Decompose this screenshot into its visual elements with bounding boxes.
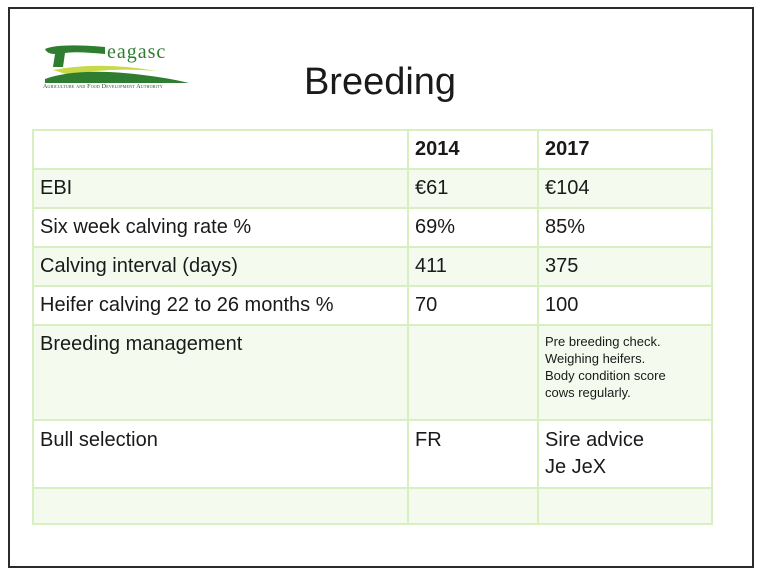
empty-cell (537, 487, 713, 525)
header-cell-2017: 2017 (537, 129, 713, 170)
header-cell-2014: 2014 (407, 129, 539, 170)
empty-cell (407, 487, 539, 525)
value-2017: Sire advice Je JeX (537, 419, 713, 489)
header-cell-blank (32, 129, 409, 170)
row-label: Heifer calving 22 to 26 months % (32, 285, 409, 326)
table-row-calving-rate: Six week calving rate % 69% 85% (32, 207, 713, 248)
table-row-bull-selection: Bull selection FR Sire advice Je JeX (32, 419, 713, 489)
value-2017: 100 (537, 285, 713, 326)
logo-wordmark: eagasc (107, 41, 167, 63)
table-row-heifer-calving: Heifer calving 22 to 26 months % 70 100 (32, 285, 713, 326)
bull-line: Sire advice (545, 429, 644, 451)
row-label: EBI (32, 168, 409, 209)
management-note: cows regularly. (545, 385, 631, 400)
table-row-empty (32, 487, 713, 525)
table-row-ebi: EBI €61 €104 (32, 168, 713, 209)
logo-tagline: Agriculture and Food Development Authori… (43, 84, 163, 90)
table-row-calving-interval: Calving interval (days) 411 375 (32, 246, 713, 287)
row-label: Six week calving rate % (32, 207, 409, 248)
value-2014: 69% (407, 207, 539, 248)
value-2017: €104 (537, 168, 713, 209)
empty-cell (32, 487, 409, 525)
value-2017: 85% (537, 207, 713, 248)
value-2017: Pre breeding check. Weighing heifers. Bo… (537, 324, 713, 421)
value-2014: FR (407, 419, 539, 489)
row-label: Breeding management (32, 324, 409, 421)
management-note: Pre breeding check. (545, 334, 661, 349)
management-note: Body condition score (545, 368, 666, 383)
value-2014 (407, 324, 539, 421)
value-2014: 70 (407, 285, 539, 326)
teagasc-logo: eagasc Agriculture and Food Development … (39, 37, 207, 97)
slide-title: Breeding (303, 61, 457, 103)
table-row-breeding-management: Breeding management Pre breeding check. … (32, 324, 713, 421)
management-note: Weighing heifers. (545, 351, 646, 366)
value-2017: 375 (537, 246, 713, 287)
teagasc-logo-mark (45, 45, 189, 83)
value-2014: €61 (407, 168, 539, 209)
row-label: Bull selection (32, 419, 409, 489)
value-2014: 411 (407, 246, 539, 287)
header-row: 2014 2017 (32, 129, 713, 170)
bull-line: Je JeX (545, 456, 607, 478)
breeding-table: 2014 2017 EBI €61 €104 Six week calving … (32, 129, 713, 525)
row-label: Calving interval (days) (32, 246, 409, 287)
